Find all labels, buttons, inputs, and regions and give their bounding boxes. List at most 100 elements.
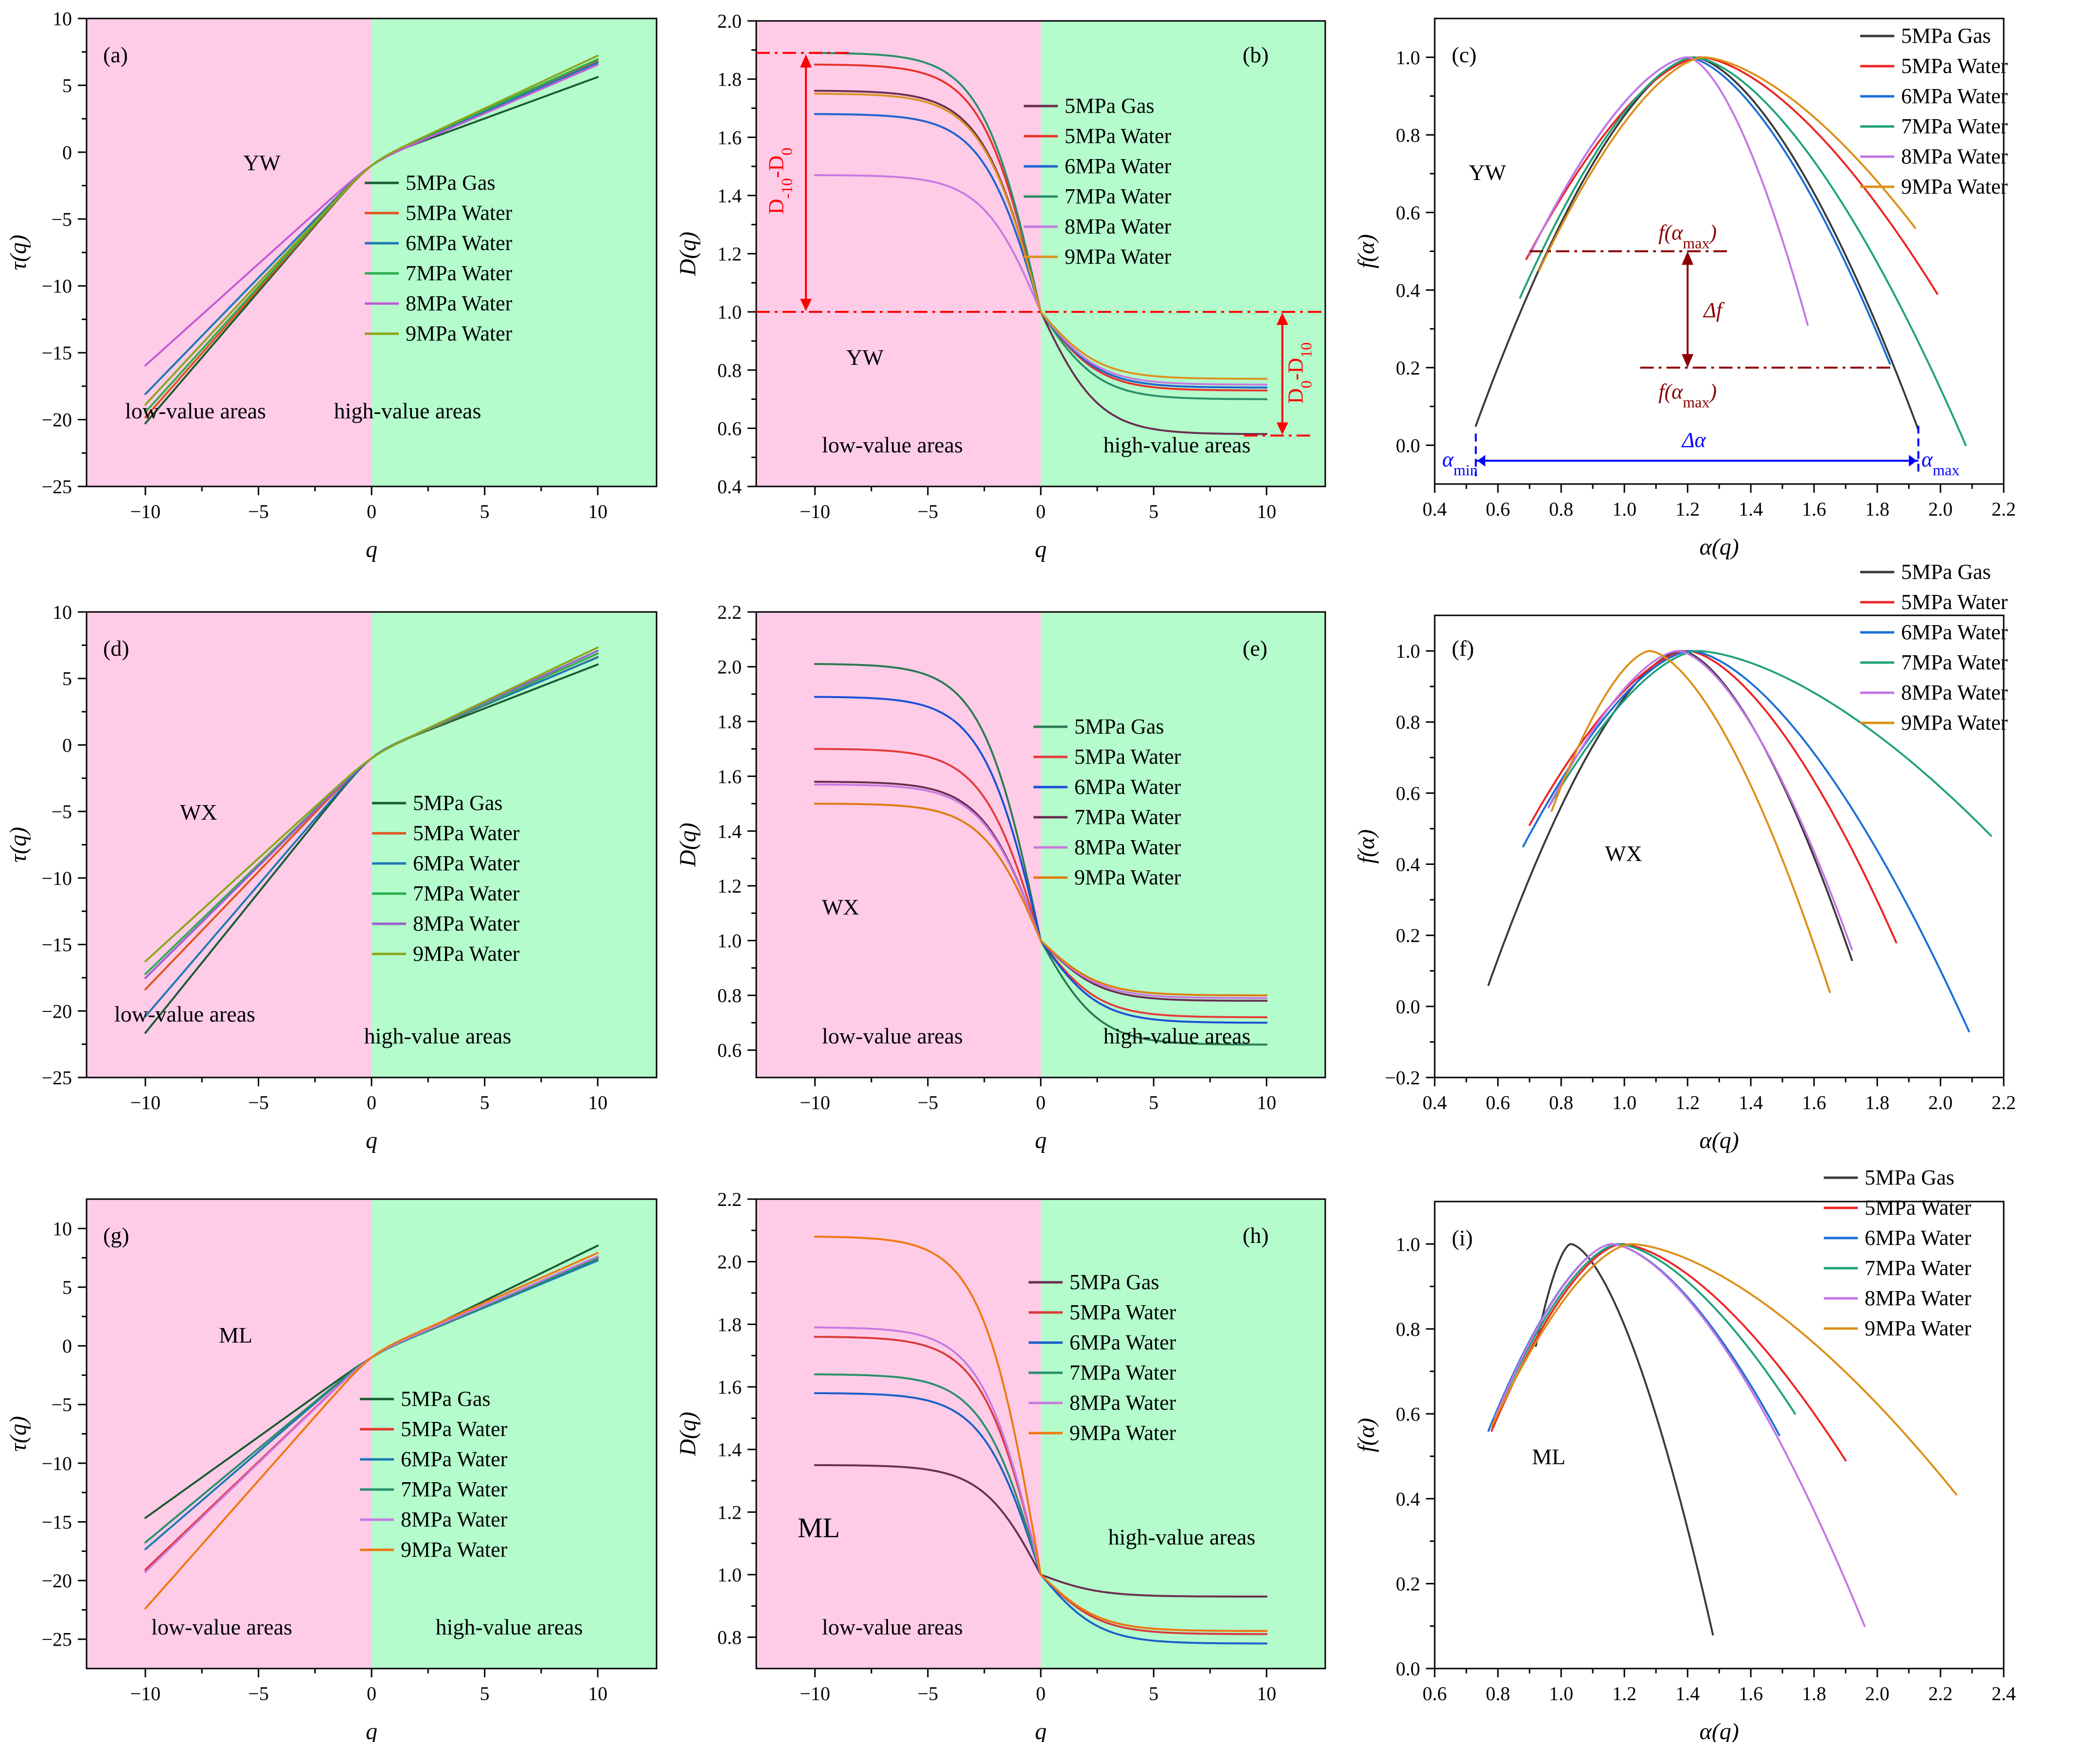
x-tick-label: −10 — [130, 1092, 161, 1113]
legend-entry: 7MPa Water — [413, 881, 520, 905]
legend-entry: 5MPa Water — [1065, 124, 1172, 148]
sample-label: YW — [243, 150, 281, 175]
x-tick-label: 2.4 — [1992, 1683, 2016, 1705]
y-tick-label: 0.4 — [1396, 1488, 1420, 1510]
x-tick-label: 0 — [1036, 1092, 1046, 1113]
low-value-areas-label: low-value areas — [151, 1615, 292, 1639]
arrow-heads-lower — [1276, 312, 1288, 435]
y-tick-label: 0.0 — [1396, 996, 1420, 1018]
y-axis-title: τ(q) — [5, 234, 31, 270]
panel-label: (g) — [103, 1223, 129, 1248]
panel-d: −10 −5 0 5 10 −25 −20 −15 −10 −5 0 5 10 q τ(q) (d) WX low… — [5, 601, 658, 1153]
x-tick-label: 1.2 — [1612, 1683, 1637, 1705]
y-tick-label: 0.8 — [1396, 124, 1420, 146]
y-tick-label: 0.6 — [1396, 782, 1420, 804]
legend-entry: 5MPa Water — [1074, 745, 1181, 769]
low-value-areas-label: low-value areas — [125, 398, 266, 423]
panel-b: −10 −5 0 5 10 0.4 0.6 0.8 1.0 1.2 1.4 1.6 1.8 2.0 q D(q… — [675, 10, 1326, 562]
x-tick-label: 0 — [1036, 1683, 1046, 1705]
y-tick-label: 0.6 — [1396, 1403, 1420, 1425]
sample-label: ML — [219, 1323, 252, 1347]
sample-label: ML — [1532, 1444, 1566, 1469]
sample-label: ML — [798, 1512, 840, 1544]
label-f-alpha-max-bottom: f(αmax) — [1658, 380, 1717, 411]
y-axis-title: f(α) — [1353, 234, 1379, 269]
x-tick-label: 0.8 — [1549, 1092, 1573, 1113]
series-line-4 — [1519, 56, 1967, 447]
y-tick-label: −20 — [41, 1000, 72, 1022]
y-tick-label: 0.4 — [717, 476, 742, 498]
x-tick-label: −5 — [918, 1683, 939, 1705]
y-axis-title: f(α) — [1353, 1418, 1379, 1453]
legend-entry: 9MPa Water — [413, 942, 520, 966]
legend-entry: 6MPa Water — [401, 1447, 508, 1471]
legend-entry: 6MPa Water — [413, 851, 520, 875]
panel-e: −10 −5 0 5 10 0.6 0.8 1.0 1.2 1.4 1.6 1.8 2.0 2.2 q D(q… — [675, 601, 1326, 1153]
y-tick-label: 0.0 — [1396, 1658, 1420, 1680]
x-tick-label: 1.8 — [1865, 1092, 1889, 1113]
label-alpha-max: αmax — [1922, 448, 1959, 479]
high-value-areas-label: high-value areas — [1103, 432, 1251, 457]
y-axis-title: D(q) — [675, 232, 701, 276]
x-axis-title: α(q) — [1699, 534, 1739, 560]
series-line-6 — [144, 54, 599, 406]
y-tick-label: 0.8 — [1396, 1318, 1420, 1340]
low-value-region — [87, 612, 372, 1078]
x-tick-label: −5 — [248, 501, 269, 522]
panel-label: (i) — [1452, 1225, 1473, 1250]
y-tick-label: 10 — [53, 601, 72, 623]
legend-entry: 9MPa Water — [1865, 1316, 1972, 1340]
x-tick-label: 0.6 — [1486, 498, 1510, 520]
x-tick-label: 0.4 — [1423, 498, 1447, 520]
series-line-6 — [814, 92, 1268, 380]
series-line-1 — [1487, 650, 1853, 986]
legend-entry: 6MPa Water — [1901, 620, 2008, 644]
legend-entry: 7MPa Water — [1065, 184, 1172, 208]
series-line-5 — [1529, 56, 1809, 326]
y-tick-label: 0.6 — [1396, 202, 1420, 224]
legend-entry: 7MPa Water — [1901, 650, 2008, 674]
legend-entry: 8MPa Water — [1074, 835, 1181, 859]
series-line-6 — [144, 1252, 599, 1610]
y-tick-label: −15 — [41, 934, 72, 956]
low-value-areas-label: low-value areas — [822, 432, 963, 457]
x-tick-label: −5 — [918, 1092, 939, 1113]
series-line-6 — [144, 647, 599, 963]
legend-entry: 5MPa Water — [413, 821, 520, 845]
y-tick-label: 2.2 — [717, 601, 742, 623]
x-tick-label: 1.0 — [1549, 1683, 1573, 1705]
y-tick-label: 2.0 — [717, 10, 742, 32]
legend-entry: 9MPa Water — [406, 322, 513, 345]
x-axis-title: q — [1035, 1719, 1047, 1742]
label-delta-f: Δf — [1703, 298, 1725, 322]
y-tick-label: 10 — [53, 8, 72, 30]
panel-i: 0.6 0.8 1.0 1.2 1.4 1.6 1.8 2.0 2.2 2.4 0.0 0.2 0.4 0… — [1353, 1166, 2016, 1742]
y-tick-label: 0.8 — [717, 985, 742, 1006]
x-tick-label: −5 — [918, 501, 939, 522]
high-value-region — [1041, 1199, 1325, 1669]
sample-label: WX — [180, 800, 217, 825]
y-tick-label: 1.0 — [1396, 47, 1420, 69]
x-tick-label: 0.8 — [1549, 498, 1573, 520]
x-tick-label: 0 — [367, 501, 376, 522]
y-tick-label: 1.6 — [717, 766, 742, 788]
legend-entry: 9MPa Water — [1901, 175, 2008, 198]
legend-entry: 9MPa Water — [1074, 865, 1181, 889]
arrow-heads-delta-f — [1682, 251, 1693, 368]
label-d-minus10-minus-d0: D-10-D0 — [765, 148, 796, 215]
x-tick-label: −10 — [800, 501, 830, 522]
y-tick-label: −0.2 — [1385, 1067, 1420, 1089]
x-tick-label: −10 — [800, 1092, 830, 1113]
x-axis-title: q — [366, 1128, 377, 1153]
y-tick-label: 0 — [62, 734, 72, 756]
x-tick-label: 0.6 — [1486, 1092, 1510, 1113]
x-tick-label: 0 — [367, 1092, 376, 1113]
x-tick-label: 1.0 — [1612, 1092, 1637, 1113]
y-tick-label: 1.2 — [717, 875, 742, 897]
legend-entry: 8MPa Water — [413, 912, 520, 935]
y-axis-title: τ(q) — [5, 1416, 31, 1452]
series-line-3 — [1522, 650, 1970, 1032]
high-value-areas-label: high-value areas — [334, 398, 481, 423]
legend-entry: 6MPa Water — [406, 231, 513, 255]
legend-entry: 8MPa Water — [1901, 144, 2008, 168]
